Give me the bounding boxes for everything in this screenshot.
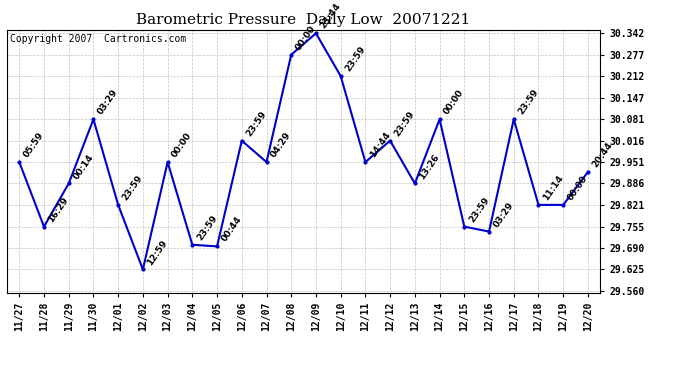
- Text: 05:59: 05:59: [22, 130, 46, 159]
- Text: 23:59: 23:59: [244, 109, 268, 138]
- Text: 12:59: 12:59: [146, 238, 170, 267]
- Text: 13:26: 13:26: [417, 152, 442, 181]
- Text: 00:44: 00:44: [220, 215, 244, 244]
- Text: 00:00: 00:00: [566, 174, 589, 202]
- Text: 11:14: 11:14: [541, 173, 565, 202]
- Text: 20:44: 20:44: [591, 141, 615, 169]
- Text: 00:00: 00:00: [442, 88, 466, 117]
- Text: 23:59: 23:59: [344, 45, 367, 74]
- Text: 03:29: 03:29: [492, 200, 515, 229]
- Text: 23:44: 23:44: [319, 2, 343, 30]
- Text: 04:29: 04:29: [269, 130, 293, 159]
- Text: 03:29: 03:29: [96, 88, 120, 117]
- Title: Barometric Pressure  Daily Low  20071221: Barometric Pressure Daily Low 20071221: [137, 13, 471, 27]
- Text: 00:00: 00:00: [170, 131, 194, 159]
- Text: 00:00: 00:00: [294, 24, 317, 52]
- Text: 00:14: 00:14: [72, 152, 95, 181]
- Text: 23:59: 23:59: [393, 109, 417, 138]
- Text: 23:59: 23:59: [517, 88, 540, 117]
- Text: Copyright 2007  Cartronics.com: Copyright 2007 Cartronics.com: [10, 34, 186, 44]
- Text: 23:59: 23:59: [121, 173, 145, 202]
- Text: 14:44: 14:44: [368, 130, 392, 159]
- Text: 23:59: 23:59: [467, 195, 491, 224]
- Text: 16:29: 16:29: [47, 195, 70, 224]
- Text: 23:59: 23:59: [195, 213, 219, 242]
